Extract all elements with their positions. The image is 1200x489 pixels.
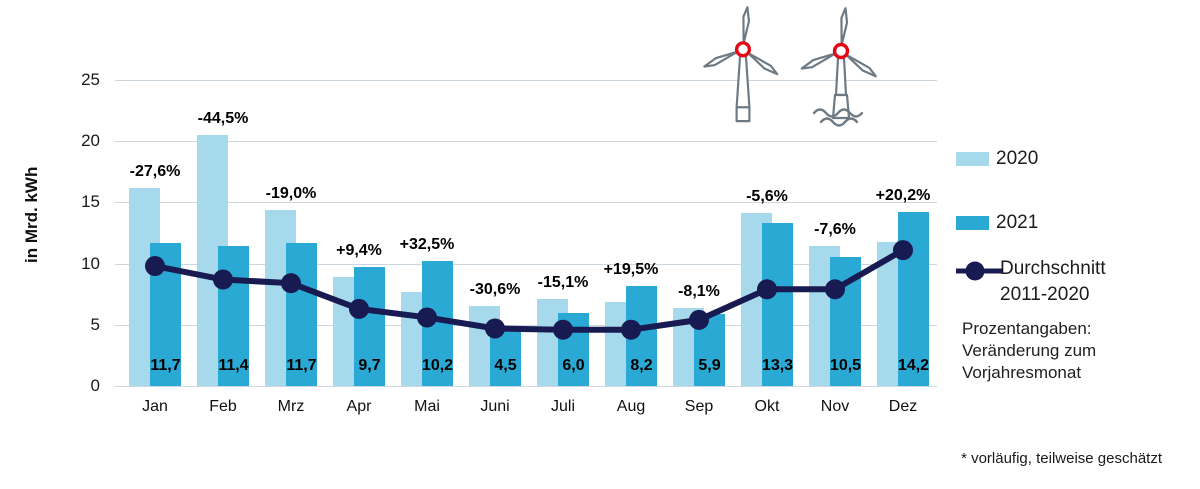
pct-change-label: -44,5% <box>197 110 249 128</box>
gridline <box>115 141 937 143</box>
bar-value-label: 11,7 <box>286 357 317 374</box>
pct-change-label: -5,6% <box>746 188 788 206</box>
x-axis-tick-label: Aug <box>616 398 646 415</box>
pct-change-label: +20,2% <box>875 187 931 205</box>
bar-value-label: 11,4 <box>218 357 249 374</box>
x-axis-tick-label: Okt <box>754 398 780 415</box>
legend-item-2020: 2020 <box>956 146 1038 172</box>
x-axis-tick-label: Nov <box>820 398 850 415</box>
legend-line-marker-icon <box>956 261 1002 281</box>
legend-item-average: Durchschnitt 2011-2020 <box>956 256 1106 307</box>
pct-change-label: -7,6% <box>814 221 856 239</box>
footnote: * vorläufig, teilweise geschätzt <box>961 450 1162 467</box>
bar-value-label: 10,5 <box>829 357 862 374</box>
bar-value-label: 5,9 <box>698 357 721 374</box>
pct-change-label: -19,0% <box>265 184 317 202</box>
x-axis-tick-label: Jan <box>142 398 168 415</box>
x-axis-tick-label: Juni <box>480 398 510 415</box>
x-axis-tick-label: Mrz <box>277 398 305 415</box>
pct-change-label: +19,5% <box>603 260 659 278</box>
legend-swatch-2021 <box>956 215 989 230</box>
legend-label-2021: 2021 <box>996 212 1039 233</box>
legend-item-2021: 2021 <box>956 210 1038 236</box>
bar-value-label: 11,7 <box>150 357 181 374</box>
y-axis-tick-label: 5 <box>90 314 100 334</box>
x-axis-tick-label: Dez <box>888 398 918 415</box>
waves-icon <box>812 108 864 127</box>
bar-value-label: 4,5 <box>494 357 517 374</box>
bar-value-label: 6,0 <box>562 357 585 374</box>
x-axis-tick-label: Mai <box>414 398 440 415</box>
x-axis-tick-label: Sep <box>684 398 714 415</box>
gridline <box>115 80 937 81</box>
percent-note: Prozentangaben: Veränderung zum Vorjahre… <box>962 319 1097 382</box>
legend-label-2020: 2020 <box>996 148 1039 169</box>
gridline <box>115 386 937 387</box>
y-axis-tick-label: 0 <box>90 376 100 395</box>
legend-label-average: Durchschnitt 2011-2020 <box>1000 258 1106 305</box>
y-axis-tick-label: 10 <box>81 253 100 273</box>
legend-swatch-2020 <box>956 151 989 166</box>
bar-value-label: 13,3 <box>761 357 794 374</box>
bar-value-label: 9,7 <box>358 357 381 374</box>
pct-change-label: -8,1% <box>678 282 720 300</box>
y-axis-tick-label: 25 <box>81 70 100 89</box>
turbine-hub <box>734 41 752 58</box>
bar-2021-Sep <box>694 313 725 386</box>
bar-2021-Juni <box>490 330 521 386</box>
pct-change-label: +32,5% <box>399 236 455 254</box>
offshore-wind-turbine-icon <box>800 7 877 127</box>
y-axis-tick-label: 20 <box>81 131 100 151</box>
bar-value-label: 8,2 <box>630 357 653 374</box>
x-axis-tick-label: Apr <box>346 398 372 415</box>
y-axis-tick-label: 15 <box>81 192 100 212</box>
onshore-wind-turbine-icon <box>703 6 779 123</box>
bar-value-label: 10,2 <box>421 357 454 374</box>
x-axis-tick-label: Juli <box>550 398 575 415</box>
gridline <box>115 202 937 204</box>
pct-change-label: -27,6% <box>129 162 181 180</box>
turbine-hub <box>832 42 850 60</box>
bar-value-label: 14,2 <box>897 357 930 374</box>
x-axis-tick-label: Feb <box>209 398 237 415</box>
